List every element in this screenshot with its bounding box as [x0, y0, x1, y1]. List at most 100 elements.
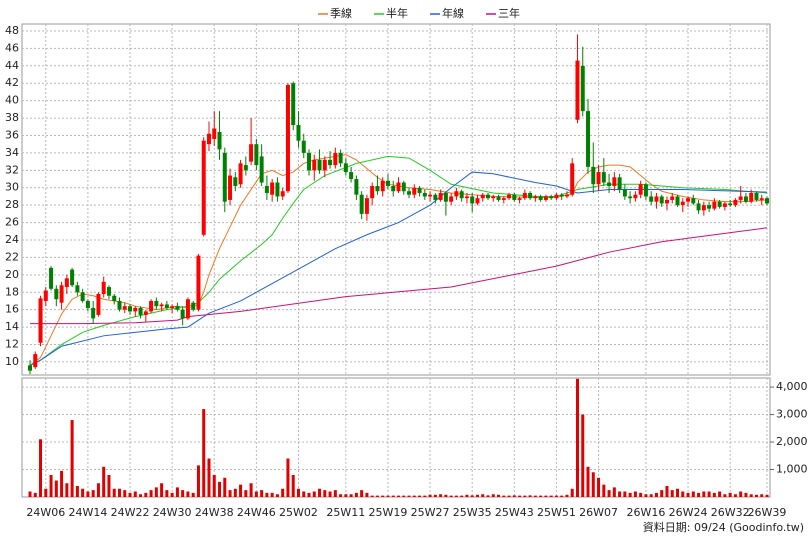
- candle-body: [175, 306, 180, 310]
- candle-body: [312, 159, 317, 171]
- candle-body: [670, 196, 675, 200]
- candle-body: [33, 354, 38, 368]
- candle-body: [243, 165, 248, 171]
- candle-body: [412, 187, 417, 195]
- volume-bar: [528, 495, 532, 497]
- volume-bar: [644, 494, 648, 497]
- candle-body: [249, 144, 254, 162]
- y-tick-label: 26: [5, 216, 19, 229]
- candle-body: [722, 203, 727, 207]
- volume-bar: [665, 486, 669, 497]
- candle-body: [417, 187, 422, 193]
- volume-bar: [49, 475, 53, 497]
- candle-body: [643, 184, 648, 197]
- volume-bar: [144, 492, 148, 497]
- candle-body: [228, 175, 233, 200]
- candle-body: [491, 196, 496, 199]
- volume-bar: [75, 486, 79, 497]
- volume-bar: [660, 490, 664, 497]
- candle-body: [349, 172, 354, 180]
- x-tick-label: 24W38: [195, 506, 234, 519]
- volume-bar: [175, 487, 179, 497]
- candle-body: [407, 191, 412, 195]
- volume-bar: [728, 492, 732, 497]
- candle-body: [164, 304, 169, 308]
- candle-body: [428, 194, 433, 197]
- y-tick-label: 48: [5, 24, 19, 37]
- candle-body: [586, 111, 591, 167]
- volume-bar: [344, 494, 348, 497]
- candle-body: [143, 311, 148, 315]
- volume-bar: [428, 494, 432, 497]
- volume-bar: [565, 494, 569, 497]
- volume-bar: [365, 492, 369, 497]
- candle-body: [686, 198, 691, 202]
- volume-bar: [586, 466, 590, 497]
- volume-bar: [239, 484, 243, 497]
- volume-bar: [539, 495, 543, 497]
- volume-bar: [697, 492, 701, 497]
- volume-bar: [186, 491, 190, 497]
- volume-bar: [123, 490, 127, 497]
- candle-body: [433, 194, 438, 200]
- volume-bar: [28, 491, 32, 497]
- candle-body: [443, 192, 448, 202]
- candle-body: [459, 191, 464, 199]
- volume-bar: [412, 495, 416, 497]
- x-tick-label: 25W02: [279, 506, 318, 519]
- candle-body: [570, 163, 575, 195]
- y2-tick-label: 4,000: [776, 380, 808, 393]
- volume-bar: [202, 409, 206, 497]
- volume-bar: [465, 494, 469, 497]
- volume-bar: [481, 494, 485, 497]
- candle-body: [422, 192, 427, 197]
- volume-bar: [254, 491, 258, 497]
- candle-body: [485, 194, 490, 199]
- volume-bar: [407, 495, 411, 497]
- candle-body: [638, 184, 643, 195]
- volume-bar: [354, 492, 358, 497]
- candle-body: [254, 144, 259, 166]
- candle-body: [301, 140, 306, 153]
- candle-body: [201, 140, 206, 235]
- volume-bar: [149, 490, 153, 497]
- candle-body: [101, 281, 106, 294]
- candle-body: [396, 182, 401, 192]
- candle-body: [264, 186, 269, 193]
- volume-bar: [244, 490, 248, 497]
- candle-body: [96, 294, 101, 315]
- volume-bar: [102, 466, 106, 497]
- volume-bar: [549, 495, 553, 497]
- volume-bar: [681, 491, 685, 497]
- volume-bar: [739, 491, 743, 497]
- x-tick-label: 24W06: [26, 506, 65, 519]
- volume-bar: [760, 494, 764, 497]
- volume-bar: [575, 378, 579, 497]
- volume-bar: [60, 470, 64, 497]
- candle-body: [328, 159, 333, 166]
- candle-body: [401, 182, 406, 192]
- y-tick-label: 30: [5, 181, 19, 194]
- volume-bar: [86, 491, 90, 497]
- volume-bar: [181, 490, 185, 497]
- volume-bar: [623, 491, 627, 497]
- volume-bar: [423, 495, 427, 497]
- candle-body: [612, 177, 617, 186]
- volume-bar: [191, 492, 195, 497]
- volume-bar: [160, 483, 164, 497]
- candle-body: [464, 196, 469, 199]
- volume-bar: [554, 495, 558, 497]
- x-tick-label: 25W43: [495, 506, 534, 519]
- volume-bar: [54, 480, 58, 497]
- candle-body: [128, 306, 133, 312]
- candle-body: [185, 299, 190, 319]
- volume-bar: [686, 492, 690, 497]
- y-tick-label: 18: [5, 285, 19, 298]
- candle-body: [180, 309, 185, 319]
- candle-body: [217, 132, 222, 150]
- volume-bar: [133, 491, 137, 497]
- candle-body: [607, 182, 612, 186]
- candle-body: [259, 156, 264, 183]
- candle-body: [759, 198, 764, 200]
